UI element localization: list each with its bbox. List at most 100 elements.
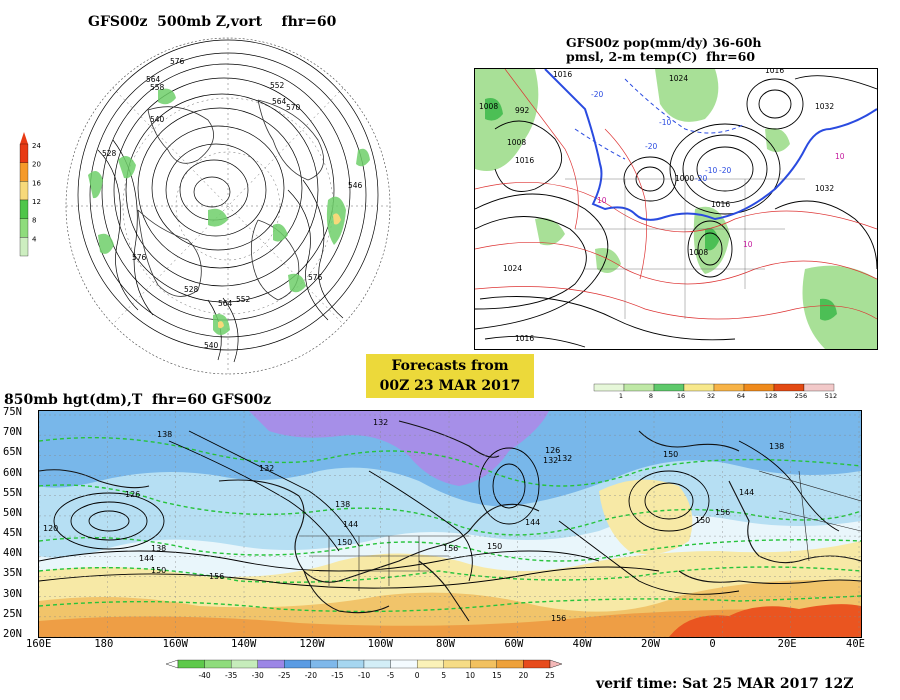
- height-label: 570: [286, 103, 301, 112]
- height-label: 540: [204, 341, 219, 350]
- temp-scale-swatch: [284, 659, 312, 669]
- height-label: 564: [218, 299, 233, 308]
- temp-color-scale-bar: -40 -35 -30 -25 -20 -15 -10 -5 0 5 10 15 20 25: [165, 659, 563, 680]
- temp-label: -20: [591, 90, 603, 99]
- height-label: 576: [308, 273, 323, 282]
- temp-scale-swatch: [470, 659, 498, 669]
- temp-scale-swatch: [310, 659, 338, 669]
- temp-scale-tick: -25: [278, 671, 290, 680]
- pop-map-svg: 1016 1008 992 1008 1016 1000 1016 1008 1024 1032 1…: [475, 69, 877, 349]
- temp-scale-swatch: [390, 659, 418, 669]
- pop-scale-tick: 32: [707, 392, 715, 400]
- legend-tick: 20: [32, 161, 41, 169]
- lon-label: 60W: [504, 638, 524, 650]
- lon-label: 20E: [777, 638, 797, 650]
- legend-swatch: [19, 162, 29, 182]
- pop-scale-tick: 64: [737, 392, 745, 400]
- height-label: 564: [272, 97, 287, 106]
- height-label-850: 150: [663, 450, 678, 459]
- panel-500mb-title: GFS00z 500mb Z,vort fhr=60: [88, 14, 337, 30]
- pop-scale-tick: 8: [649, 392, 653, 400]
- height-label: 546: [348, 181, 363, 190]
- panel-pop-title-line2: pmsl, 2-m temp(C) fhr=60: [566, 49, 756, 64]
- lat-label: 55N: [3, 486, 22, 499]
- pop-scale-tick: 256: [795, 392, 807, 400]
- temp-scale-swatch: [337, 659, 365, 669]
- forecast-box-line2: 00Z 23 MAR 2017: [379, 378, 521, 394]
- height-label: 540: [150, 115, 165, 124]
- pressure-label: 1000: [675, 174, 694, 183]
- pressure-label: 1016: [765, 69, 784, 75]
- height-label-850: 150: [151, 566, 166, 575]
- height-label-850: 132: [259, 464, 274, 473]
- height-label-850: 156: [209, 572, 224, 581]
- lat-label: 50N: [3, 506, 22, 519]
- lon-label: 160W: [162, 638, 188, 650]
- pop-scale-swatch: [773, 383, 805, 392]
- lat-label: 45N: [3, 527, 22, 540]
- pop-scale-swatch: [623, 383, 655, 392]
- height-label-850: 144: [525, 518, 540, 527]
- temp-scale-swatch: [416, 659, 444, 669]
- height-label: 528: [102, 149, 117, 158]
- height-label: 552: [270, 81, 285, 90]
- pressure-label: 1032: [815, 102, 834, 111]
- height-label: 558: [150, 83, 165, 92]
- temp-scale-swatch: [177, 659, 205, 669]
- legend-arrow: [20, 132, 28, 144]
- height-label-850: 138: [335, 500, 350, 509]
- pressure-label: 1016: [515, 334, 534, 343]
- temp-color-scale: -40 -35 -30 -25 -20 -15 -10 -5 0 5 10 15 20 25: [150, 658, 590, 684]
- pop-scale-tick: 1: [619, 392, 623, 400]
- temp-scale-tick: 25: [545, 671, 555, 680]
- lon-label: 20W: [641, 638, 660, 650]
- temp-label: -20: [645, 142, 657, 151]
- temp-label: -10: [705, 166, 717, 175]
- legend-swatch: [19, 181, 29, 201]
- height-label: 564: [146, 75, 161, 84]
- pop-scale-swatch: [683, 383, 715, 392]
- height-label: 576: [132, 253, 147, 262]
- lat-label: 75N: [3, 406, 22, 418]
- temp-scale-tick: 10: [466, 671, 476, 680]
- pressure-label: 1016: [553, 70, 572, 79]
- lon-axis: 160E 180 160W 140W 120W 100W 80W 60W 40W 20W 0 20E 4…: [20, 638, 880, 652]
- legend-tick: 12: [32, 198, 41, 206]
- pop-scale-swatch: [803, 383, 835, 392]
- legend-swatch: [19, 143, 29, 163]
- temp-scale-tick: -35: [225, 671, 237, 680]
- height-label-850: 138: [151, 544, 166, 553]
- temp-label: -20: [695, 174, 707, 183]
- pressure-label: 1008: [689, 248, 708, 257]
- temp-scale-swatch: [443, 659, 471, 669]
- lon-label: 0: [709, 638, 716, 650]
- temp-scale-swatch: [363, 659, 391, 669]
- temp-scale-tick: 5: [441, 671, 446, 680]
- temp-scale-swatch: [257, 659, 285, 669]
- height-label-850: 120: [43, 524, 58, 533]
- lat-label: 70N: [3, 426, 22, 439]
- height-label-850: 150: [487, 542, 502, 551]
- lat-axis: 75N 70N 65N 60N 55N 50N 45N 40N 35N 30N 25N 20N: [0, 406, 38, 640]
- lat-label: 30N: [3, 587, 22, 600]
- temp-scale-swatch: [204, 659, 232, 669]
- temp-scale-tick: -40: [198, 671, 210, 680]
- verif-time: verif time: Sat 25 MAR 2017 12Z: [596, 676, 854, 692]
- lon-label: 180: [94, 638, 114, 650]
- lat-label: 35N: [3, 567, 22, 580]
- height-label-850: 132: [557, 454, 572, 463]
- pop-scale-swatch: [593, 383, 625, 392]
- lon-label: 160E: [26, 638, 52, 650]
- legend-tick: 8: [32, 217, 36, 225]
- legend-tick: 4: [32, 235, 37, 243]
- height-label-850: 138: [769, 442, 784, 451]
- temp-label: -10: [659, 118, 671, 127]
- lon-label: 40W: [572, 638, 592, 650]
- legend-tick: 16: [32, 179, 41, 187]
- vorticity-legend: 24 20 16 12 8 4: [16, 130, 56, 266]
- lat-label: 20N: [3, 628, 22, 640]
- height-label-850: 144: [343, 520, 358, 529]
- pressure-label: 1024: [669, 74, 688, 83]
